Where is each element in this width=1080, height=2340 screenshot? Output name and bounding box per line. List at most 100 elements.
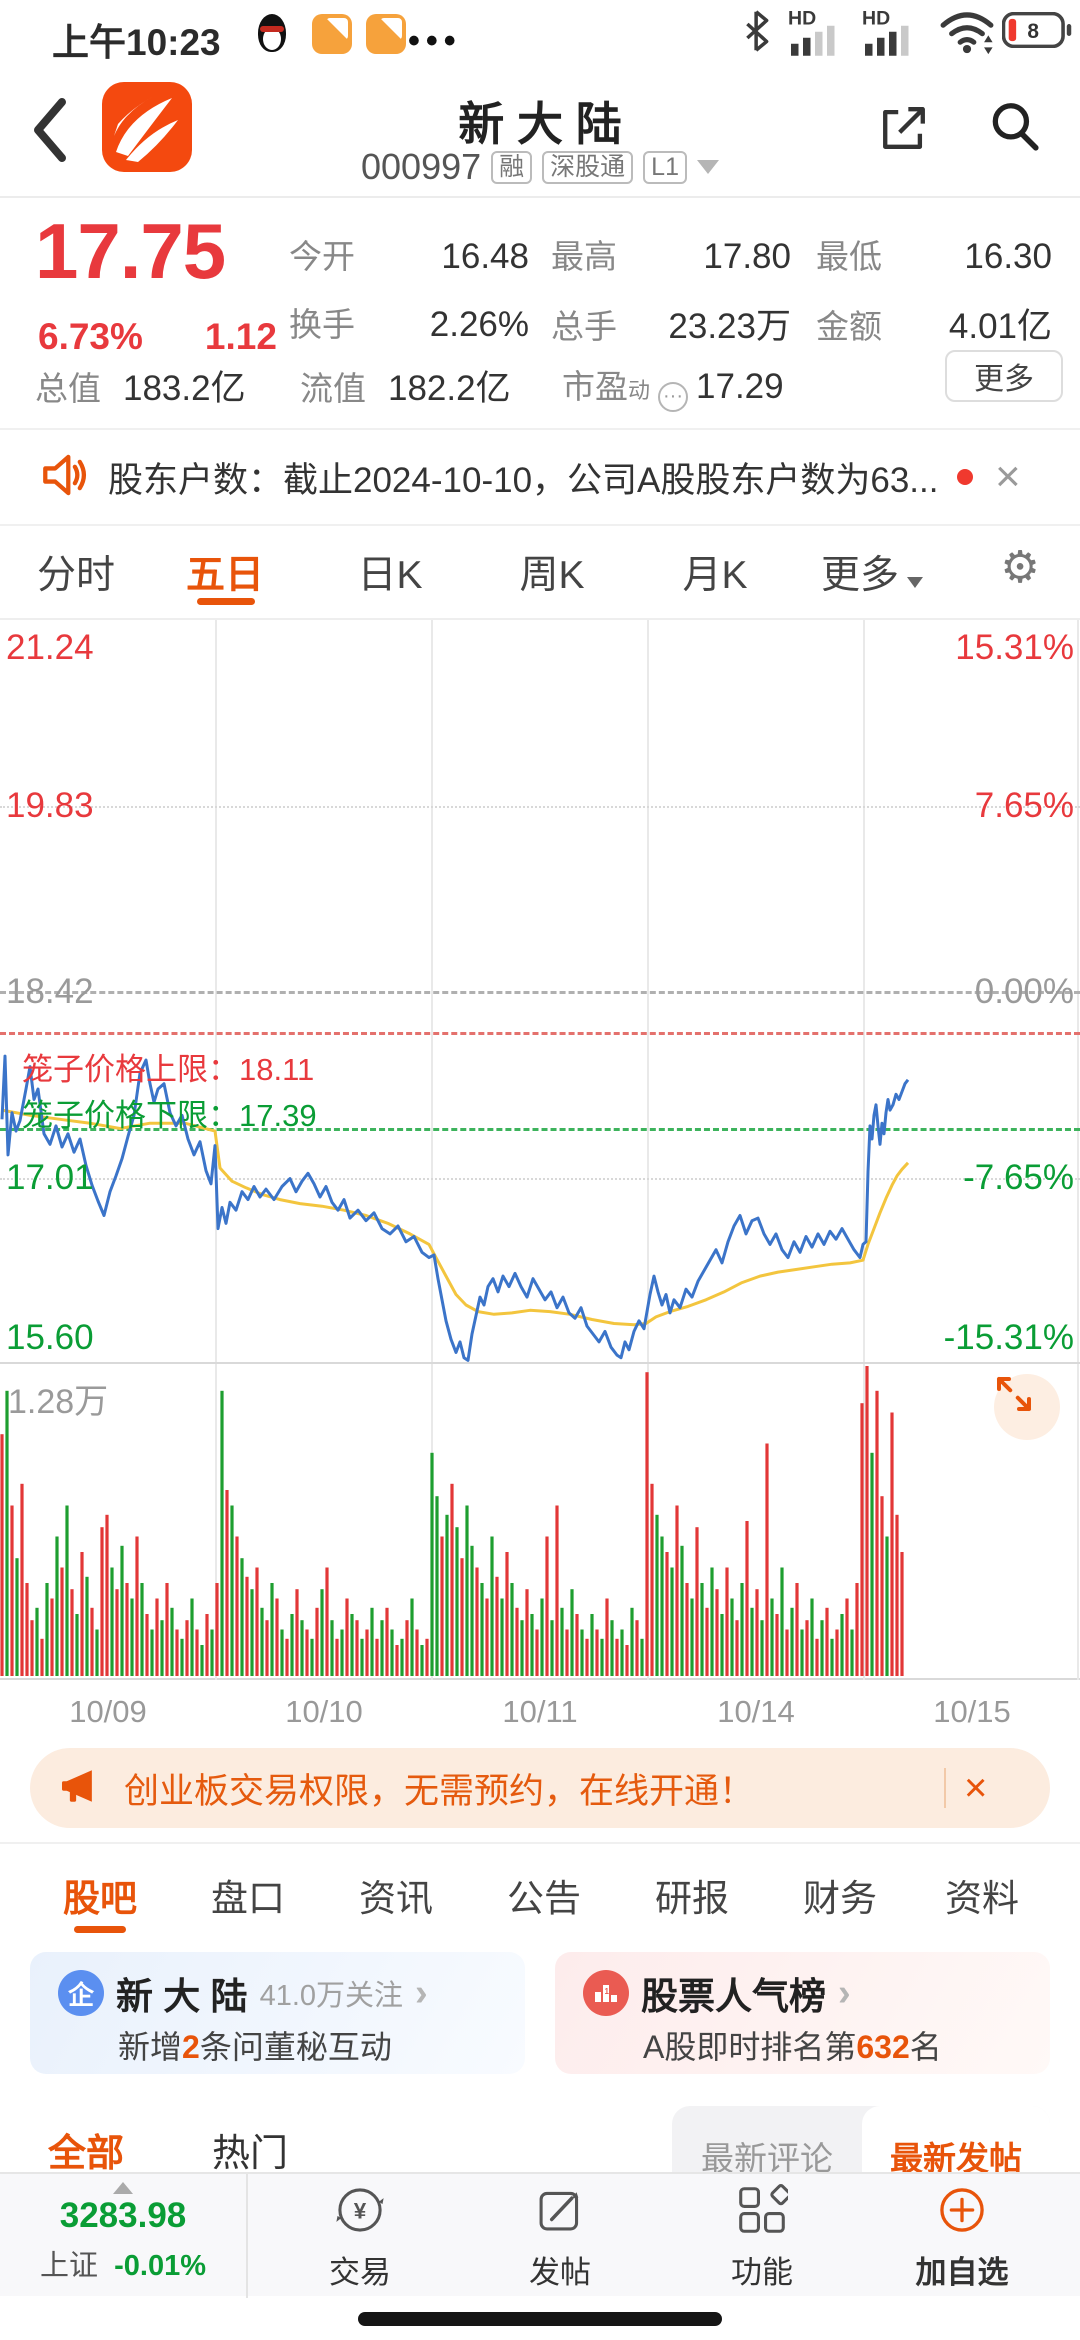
back-button[interactable] [28, 96, 72, 169]
chevron-right-icon: › [838, 1971, 851, 2014]
y-label: 19.83 [6, 786, 94, 825]
index-change: -0.01% [114, 2250, 207, 2282]
followers-count: 41.0万关注 [259, 1980, 404, 2012]
tab-monthly-k[interactable]: 月K [682, 554, 748, 597]
volume-label: 总手 [551, 308, 617, 345]
x-axis-dates: 10/09 10/10 10/11 10/14 10/15 [0, 1682, 1080, 1744]
wifi-icon [938, 8, 996, 61]
banner-close-icon[interactable]: × [964, 1765, 988, 1810]
share-icon[interactable] [878, 102, 930, 159]
promo-banner[interactable]: 创业板交易权限，无需预约，在线开通！ × [30, 1748, 1050, 1828]
amount-value: 4.01亿 [948, 307, 1052, 346]
chat-icon [312, 14, 352, 54]
search-icon[interactable] [986, 98, 1042, 159]
open-value: 16.48 [441, 237, 529, 276]
stock-code: 000997 [361, 146, 482, 187]
enterprise-icon: 企 [58, 1970, 104, 2016]
chevron-right-icon: › [415, 1971, 428, 2014]
mktcap-label: 总值 [35, 370, 101, 407]
more-button[interactable]: 更多 [945, 350, 1063, 402]
pe-label: 市盈 [562, 368, 628, 405]
tab-ziliao[interactable]: 资料 [945, 1878, 1019, 1919]
y-label: 17.01 [6, 1158, 94, 1197]
tab-weekly-k[interactable]: 周K [519, 554, 585, 597]
turnover-value: 2.26% [429, 305, 529, 344]
popularity-card-sub: A股即时排名第632名 [643, 2029, 942, 2065]
unread-dot [957, 469, 973, 485]
last-price: 17.75 [35, 207, 226, 295]
app-logo-icon[interactable] [100, 80, 194, 179]
expand-chart-icon[interactable] [994, 1374, 1060, 1440]
low-value: 16.30 [964, 237, 1052, 276]
pe-info-icon[interactable]: ··· [658, 381, 689, 412]
home-indicator[interactable] [358, 2312, 722, 2326]
high-label: 最高 [551, 238, 617, 275]
date-label: 10/11 [502, 1694, 578, 1729]
stock-name: 新 大 陆 [458, 98, 622, 150]
pe-value: 17.29 [696, 367, 784, 406]
filter-all[interactable]: 全部 [48, 2133, 125, 2175]
company-card[interactable]: 企 新 大 陆 41.0万关注 › 新增2条问董秘互动 [30, 1952, 525, 2074]
floatcap-value: 182.2亿 [388, 369, 511, 408]
y-pct-label: -7.65% [963, 1158, 1074, 1197]
price-change-row: 6.73% 1.12 [38, 316, 388, 358]
company-card-sub: 新增2条问董秘互动 [118, 2029, 392, 2065]
change-percent: 6.73% [38, 316, 143, 357]
tab-5day[interactable]: 五日 [185, 554, 265, 597]
date-label: 10/09 [69, 1694, 147, 1729]
y-pct-label: 15.31% [955, 628, 1074, 667]
cage-upper-line [0, 1032, 1080, 1035]
stock-subrow[interactable]: 000997 融 深股通 L1 [0, 146, 1080, 188]
turnover-label: 换手 [289, 306, 355, 343]
y-label: 18.42 [6, 972, 94, 1011]
gear-icon[interactable]: ⚙ [1000, 543, 1040, 592]
quote-panel: 17.75 6.73% 1.12 今开 16.48 最高 17.80 最低 16.30… [0, 198, 1080, 426]
tab-more[interactable]: 更多 [821, 544, 924, 600]
volume-bars-svg [0, 1366, 904, 1676]
volume-pane[interactable]: 1.28万 [0, 1362, 1080, 1680]
nav-trade[interactable]: ¥ 交易 [280, 2184, 440, 2292]
change-value: 1.12 [204, 316, 277, 357]
tab-minute[interactable]: 分时 [36, 554, 116, 597]
popularity-card[interactable]: 1 股票人气榜 › A股即时排名第632名 [555, 1952, 1050, 2074]
nav-post[interactable]: 发帖 [480, 2184, 640, 2292]
nav-add-watchlist[interactable]: 加自选 [882, 2184, 1042, 2292]
nav-features[interactable]: 功能 [682, 2184, 842, 2292]
cage-lower-label: 笼子价格下限：17.39 [22, 1098, 317, 1133]
volume-value: 23.23万 [668, 307, 791, 346]
open-label: 今开 [289, 238, 355, 275]
company-card-title: 新 大 陆 [116, 1976, 248, 2017]
qq-penguin-icon [252, 14, 292, 54]
chat-icon [366, 14, 406, 54]
notice-close-icon[interactable]: × [995, 452, 1021, 501]
tab-pankou[interactable]: 盘口 [211, 1878, 285, 1919]
y-pct-label: -15.31% [943, 1318, 1074, 1357]
status-bar: 上午10:23 ••• HD HD 8 [0, 0, 1080, 63]
notice-bar[interactable]: 股东户数：截止2024-10-10，公司A股股东户数为63... × [0, 428, 1080, 526]
battery-icon: 8 [1001, 11, 1072, 53]
tab-caiwu[interactable]: 财务 [803, 1878, 877, 1919]
five-day-chart[interactable]: 21.24 19.83 18.42 17.01 15.60 15.31% 7.6… [0, 618, 1080, 1363]
cage-upper-label: 笼子价格上限：18.11 [22, 1052, 315, 1087]
volume-max-label: 1.28万 [8, 1383, 109, 1421]
index-quote[interactable]: 3283.98 上证 -0.01% [0, 2174, 248, 2298]
chevron-down-icon [696, 160, 719, 174]
tab-guba[interactable]: 股吧 [63, 1878, 137, 1919]
amount-label: 金额 [816, 308, 882, 345]
active-tab-underline [74, 1926, 126, 1933]
tab-daily-k[interactable]: 日K [357, 554, 423, 597]
trade-yuan-icon: ¥ [336, 2188, 384, 2232]
gridline-minus7.65 [0, 1178, 1080, 1180]
filter-hot[interactable]: 热门 [212, 2133, 289, 2175]
high-value: 17.80 [703, 237, 791, 276]
tab-yanbao[interactable]: 研报 [655, 1878, 729, 1919]
low-label: 最低 [816, 238, 882, 275]
tab-zixun[interactable]: 资讯 [359, 1878, 433, 1919]
sort-latest-comment[interactable]: 最新评论 [701, 2140, 833, 2177]
tab-gonggao[interactable]: 公告 [507, 1878, 581, 1919]
speaker-icon [40, 452, 90, 503]
grid-icon [739, 2184, 792, 2233]
active-tab-underline [197, 598, 255, 605]
svg-text:HD: HD [788, 7, 816, 29]
